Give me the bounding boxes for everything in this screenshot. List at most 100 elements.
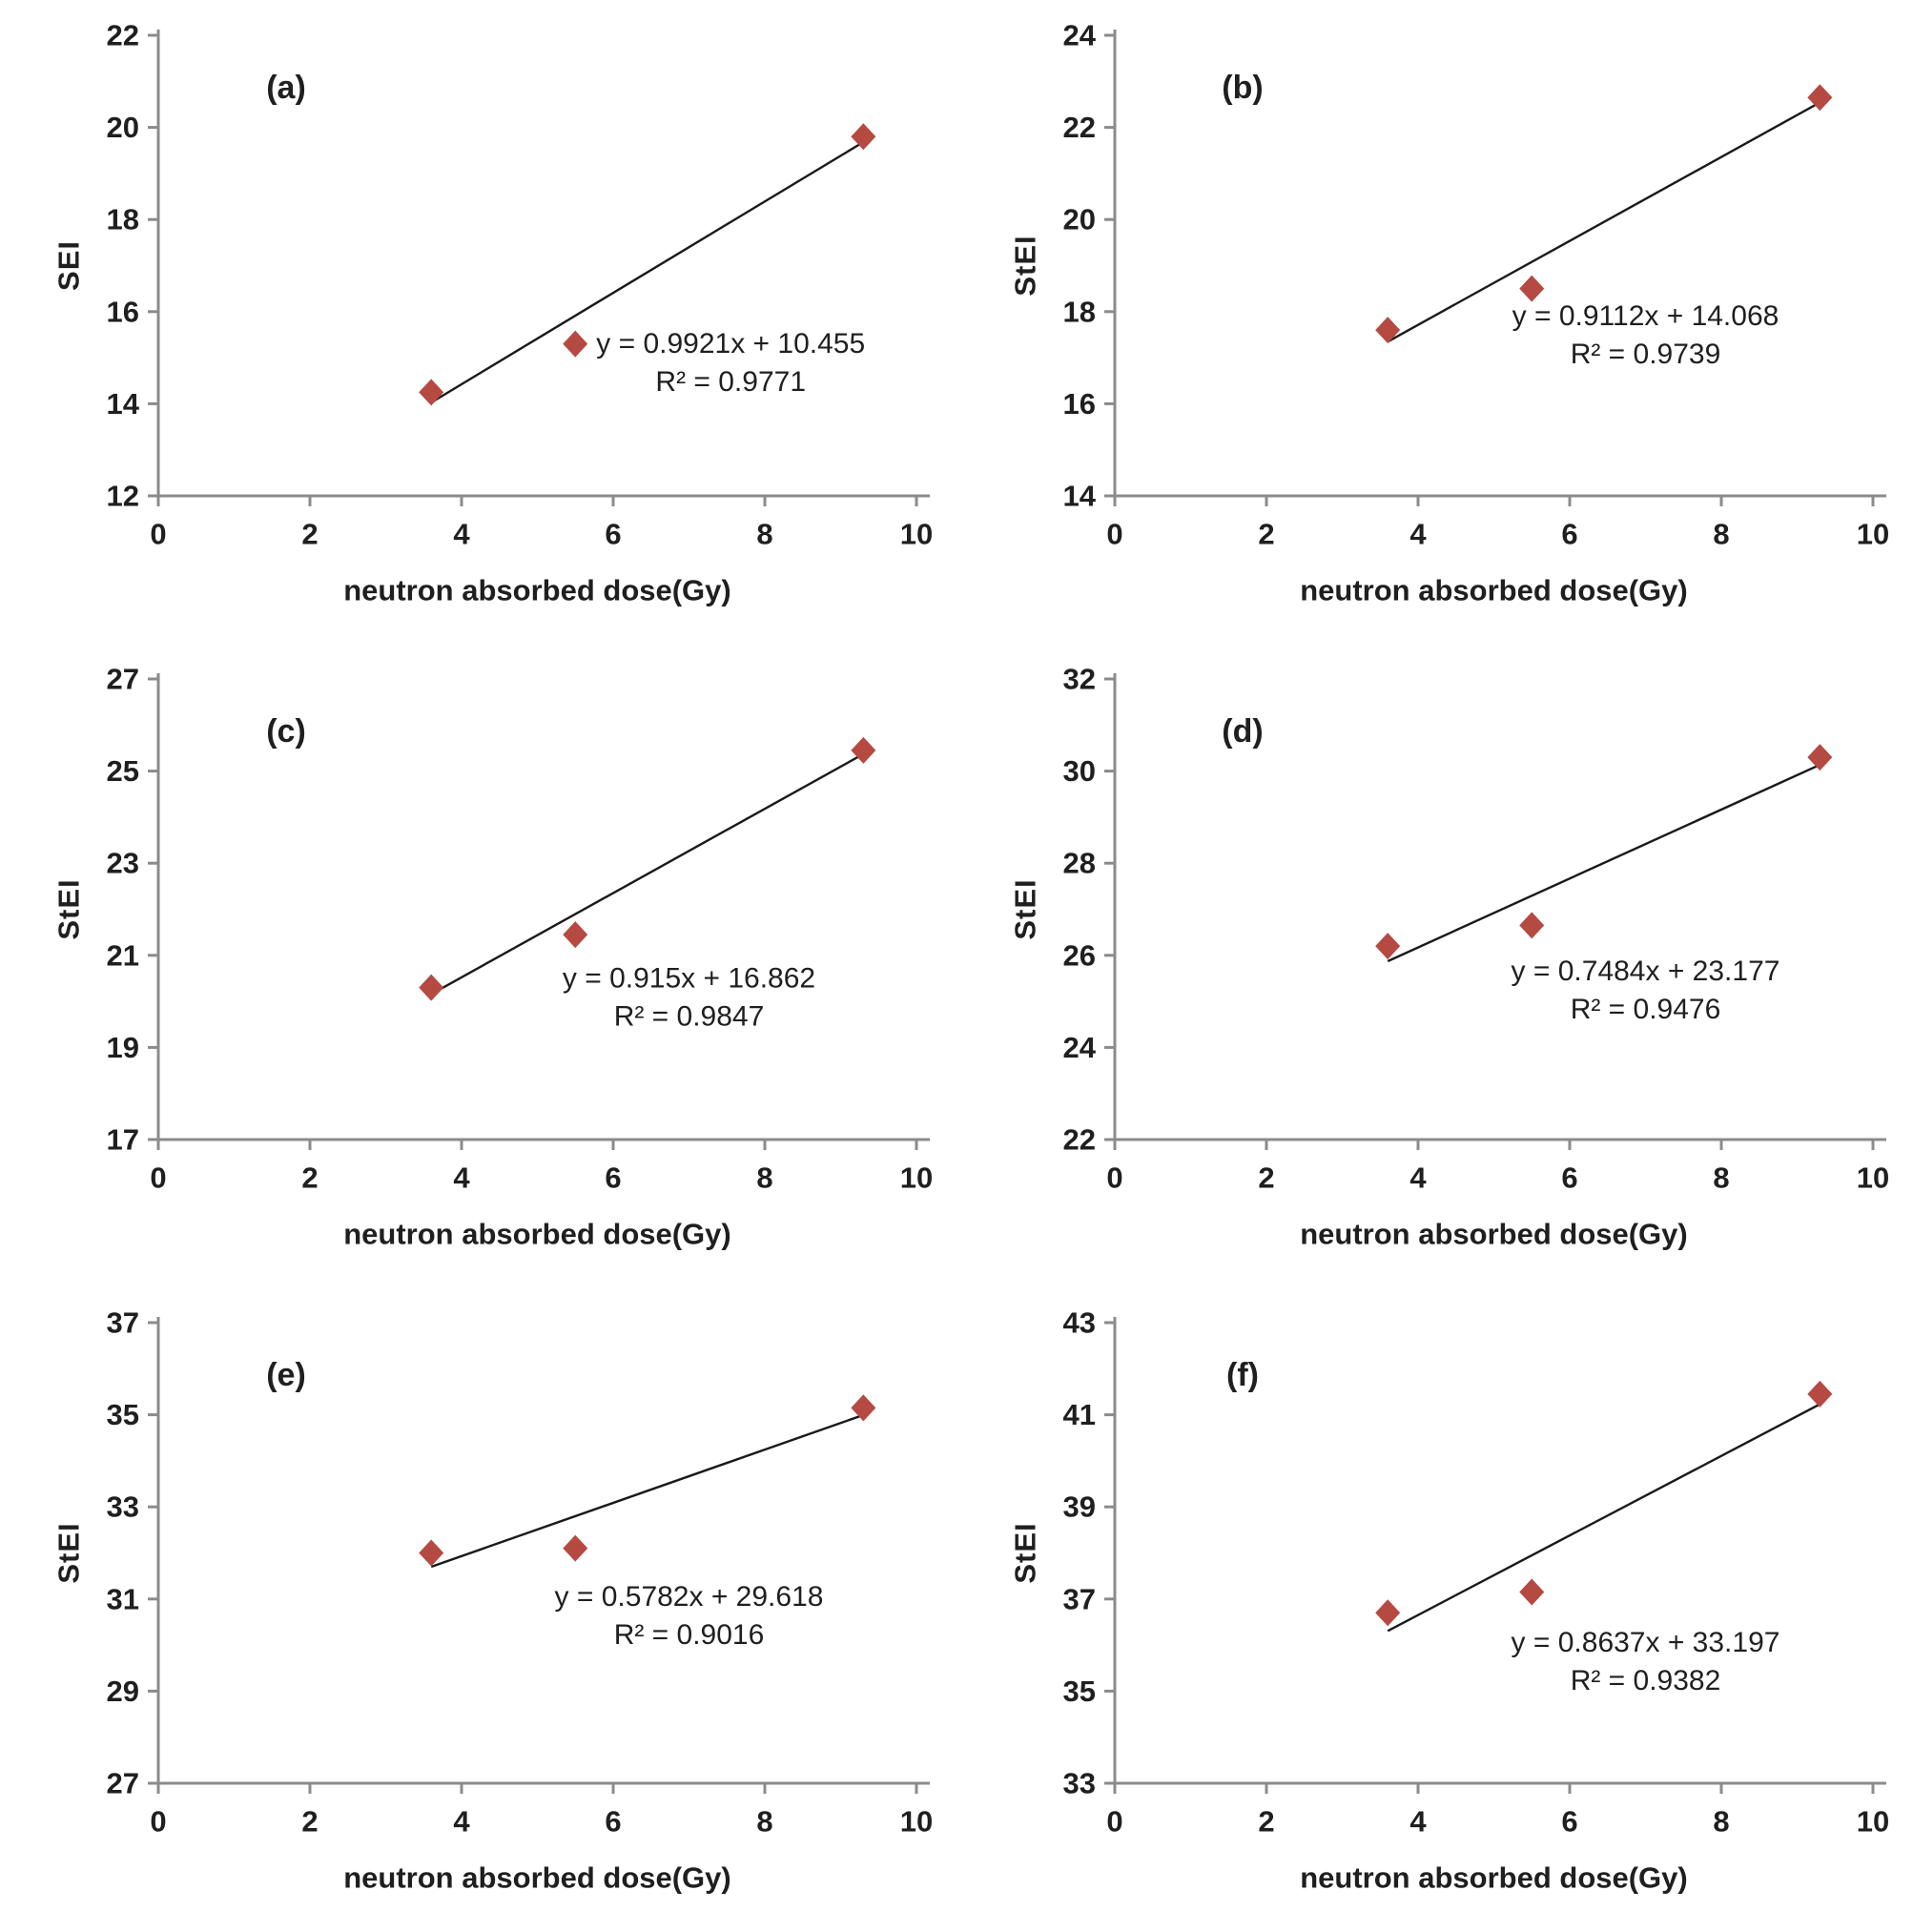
x-tick-label: 0 xyxy=(150,1805,166,1839)
x-axis-title: neutron absorbed dose(Gy) xyxy=(1300,1861,1687,1895)
x-tick-label: 10 xyxy=(1857,1161,1889,1195)
panel-label: (f) xyxy=(1226,1357,1259,1393)
y-tick-label: 35 xyxy=(107,1398,139,1431)
trend-line xyxy=(430,140,864,404)
x-tick-label: 6 xyxy=(1561,518,1577,551)
x-tick-label: 6 xyxy=(1561,1161,1577,1195)
y-tick-label: 24 xyxy=(1063,19,1097,52)
y-tick-label: 16 xyxy=(107,295,139,328)
x-axis-title: neutron absorbed dose(Gy) xyxy=(343,1861,730,1895)
trend-line xyxy=(430,752,864,996)
x-tick-label: 4 xyxy=(1409,1161,1427,1195)
x-tick-label: 0 xyxy=(150,1161,166,1195)
data-point xyxy=(1807,84,1833,112)
panel-f-chart: 33 35 37 39 41 43 0 2 4 6 8 10 StEI neutron absorbed … xyxy=(1009,1306,1890,1895)
panel-a-chart: 12 14 16 18 20 22 0 2 4 6 8 10 SEI neutron absorbed d… xyxy=(52,19,934,607)
panel-label: (d) xyxy=(1222,713,1263,750)
data-point xyxy=(1519,912,1545,939)
x-tick-label: 8 xyxy=(756,518,772,551)
y-tick-label: 21 xyxy=(107,938,139,972)
x-tick-label: 4 xyxy=(1409,518,1427,551)
equation-text: y = 0.7484x + 23.177 xyxy=(1512,956,1780,987)
data-point xyxy=(419,1539,444,1567)
data-point xyxy=(563,1534,588,1562)
y-tick-label: 22 xyxy=(107,19,139,52)
y-tick-label: 37 xyxy=(107,1306,139,1340)
data-point xyxy=(419,974,444,1001)
y-tick-label: 20 xyxy=(1063,203,1096,236)
data-point xyxy=(1375,1599,1401,1627)
x-tick-label: 0 xyxy=(1106,1805,1122,1839)
data-point xyxy=(851,736,876,764)
data-point xyxy=(419,379,444,406)
x-axis-title: neutron absorbed dose(Gy) xyxy=(1300,574,1687,607)
y-tick-label: 31 xyxy=(107,1582,139,1615)
x-tick-label: 8 xyxy=(1713,1805,1729,1839)
y-tick-label: 43 xyxy=(1063,1306,1096,1340)
x-axis-title: neutron absorbed dose(Gy) xyxy=(1300,1218,1687,1251)
y-tick-label: 14 xyxy=(107,387,140,421)
r-squared-text: R² = 0.9847 xyxy=(614,1000,765,1032)
x-tick-label: 6 xyxy=(1561,1805,1577,1839)
r-squared-text: R² = 0.9476 xyxy=(1571,994,1721,1025)
panel-c-chart: 17 19 21 23 25 27 0 2 4 6 8 10 StEI neutron absorbed … xyxy=(52,663,934,1251)
x-tick-label: 8 xyxy=(1713,518,1729,551)
y-tick-label: 29 xyxy=(107,1675,139,1708)
y-tick-label: 26 xyxy=(1063,938,1096,972)
y-tick-label: 35 xyxy=(1063,1675,1096,1708)
x-tick-label: 2 xyxy=(1258,1805,1274,1839)
x-tick-label: 10 xyxy=(900,1161,933,1195)
y-tick-label: 24 xyxy=(1063,1031,1097,1064)
trend-line xyxy=(430,1413,864,1569)
y-tick-label: 23 xyxy=(107,847,139,880)
y-tick-label: 14 xyxy=(1063,480,1097,513)
x-tick-label: 10 xyxy=(1857,1805,1889,1839)
y-tick-label: 22 xyxy=(1063,111,1096,144)
x-tick-label: 10 xyxy=(900,518,933,551)
y-tick-label: 30 xyxy=(1063,754,1096,788)
y-tick-label: 28 xyxy=(1063,847,1096,880)
y-tick-label: 33 xyxy=(1063,1767,1096,1800)
x-tick-label: 0 xyxy=(1106,518,1122,551)
equation-text: y = 0.9921x + 10.455 xyxy=(596,328,865,360)
y-tick-label: 37 xyxy=(1063,1582,1096,1615)
x-tick-label: 4 xyxy=(453,1161,470,1195)
y-tick-label: 18 xyxy=(1063,295,1096,328)
data-point xyxy=(1807,1380,1833,1408)
data-point xyxy=(851,123,876,151)
r-squared-text: R² = 0.9739 xyxy=(1571,339,1721,370)
panel-label: (e) xyxy=(266,1357,306,1393)
trend-line xyxy=(1387,101,1820,343)
x-tick-label: 8 xyxy=(756,1805,772,1839)
trend-line xyxy=(1387,763,1820,963)
y-tick-label: 39 xyxy=(1063,1490,1096,1524)
r-squared-text: R² = 0.9016 xyxy=(614,1619,765,1651)
equation-text: y = 0.8637x + 33.197 xyxy=(1512,1627,1780,1658)
panel-label: (a) xyxy=(266,70,306,106)
y-tick-label: 41 xyxy=(1063,1398,1096,1431)
panel-label: (b) xyxy=(1222,70,1263,106)
y-axis-title: StEI xyxy=(52,1522,86,1583)
y-axis-title: SEI xyxy=(52,240,86,291)
r-squared-text: R² = 0.9771 xyxy=(655,366,806,398)
panel-label: (c) xyxy=(266,713,306,750)
x-tick-label: 6 xyxy=(605,1161,621,1195)
x-tick-label: 0 xyxy=(150,518,166,551)
y-tick-label: 22 xyxy=(1063,1123,1096,1157)
data-point xyxy=(1519,275,1545,302)
x-tick-label: 6 xyxy=(605,1805,621,1839)
y-tick-label: 17 xyxy=(107,1123,139,1157)
data-point xyxy=(563,330,588,358)
equation-text: y = 0.9112x + 14.068 xyxy=(1512,300,1779,332)
x-axis-title: neutron absorbed dose(Gy) xyxy=(343,1218,730,1251)
y-axis-title: StEI xyxy=(1009,1522,1042,1583)
r-squared-text: R² = 0.9382 xyxy=(1571,1665,1721,1696)
x-tick-label: 0 xyxy=(1106,1161,1122,1195)
y-tick-label: 27 xyxy=(107,663,139,696)
y-tick-label: 12 xyxy=(107,480,139,513)
y-axis-title: StEI xyxy=(52,878,86,939)
data-point xyxy=(563,921,588,949)
